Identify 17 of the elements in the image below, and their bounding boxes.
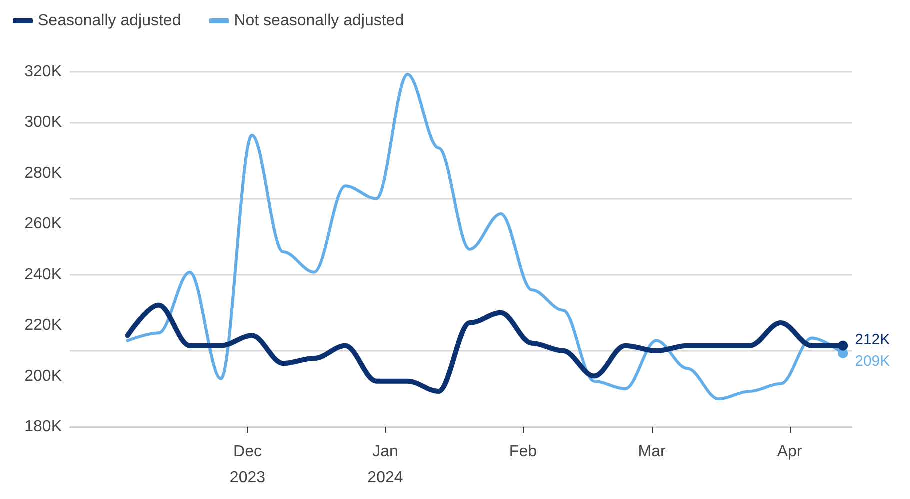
data-label: 209K [855,352,890,370]
x-tick-label: Dec 2023 [230,444,266,486]
y-tick-label: 180K [24,418,62,436]
y-tick-label: 260K [24,216,62,233]
y-tick-label: 200K [24,368,62,385]
y-tick-label: 300K [24,114,62,132]
x-tick-label: Feb [509,444,538,460]
x-tick-label: Mar [638,444,666,460]
x-tick-label: Jan 2024 [368,444,404,486]
y-tick-label: 280K [24,164,62,182]
y-tick-label: 320K [24,64,62,80]
legend-label: Seasonally adjusted [38,12,182,30]
legend-label: Not seasonally adjusted [234,12,404,30]
y-tick-label: 220K [24,317,62,334]
data-label: 212K [855,331,890,348]
x-tick-label: Apr [777,444,803,460]
y-tick-label: 240K [24,266,62,284]
